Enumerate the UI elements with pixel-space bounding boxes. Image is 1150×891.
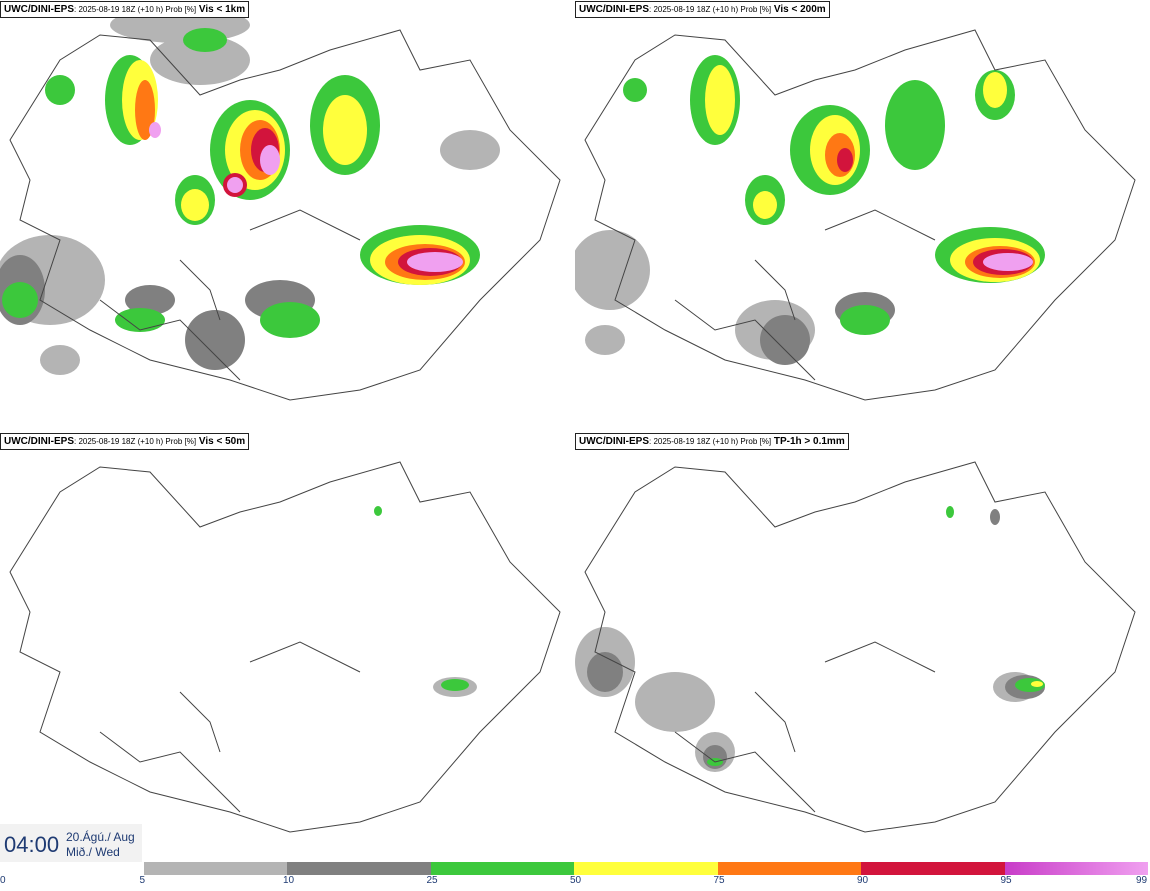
panel-title: UWC/DINI-EPS: 2025-08-19 18Z (+10 h) Pro… — [575, 433, 849, 450]
valid-date: 20.Ágú./ Aug Mið./ Wed — [66, 830, 135, 860]
model-name: UWC/DINI-EPS — [4, 4, 74, 15]
map-panel-vis-1km: UWC/DINI-EPS: 2025-08-19 18Z (+10 h) Pro… — [0, 0, 575, 430]
colorbar-tick-label: 95 — [1000, 875, 1012, 886]
run-info: : 2025-08-19 18Z (+10 h) Prob [%] — [74, 437, 197, 446]
run-info: : 2025-08-19 18Z (+10 h) Prob [%] — [74, 5, 197, 14]
valid-time: 04:00 — [4, 832, 60, 857]
probability-map-vis-200m — [575, 29, 1136, 401]
colorbar-tick-label: 75 — [713, 875, 725, 886]
map-panel-vis-200m: UWC/DINI-EPS: 2025-08-19 18Z (+10 h) Pro… — [575, 0, 1150, 430]
model-name: UWC/DINI-EPS — [4, 436, 74, 447]
probability-map-vis-1km — [0, 7, 561, 401]
threshold-label: Vis < 200m — [773, 4, 826, 15]
colorbar-segment — [287, 862, 431, 875]
colorbar-segment — [143, 862, 287, 875]
threshold-label: Vis < 1km — [198, 4, 246, 15]
panel-title: UWC/DINI-EPS: 2025-08-19 18Z (+10 h) Pro… — [0, 1, 250, 18]
run-info: : 2025-08-19 18Z (+10 h) Prob [%] — [649, 437, 772, 446]
panel-title: UWC/DINI-EPS: 2025-08-19 18Z (+10 h) Pro… — [0, 433, 250, 450]
panel-title: UWC/DINI-EPS: 2025-08-19 18Z (+10 h) Pro… — [575, 1, 830, 18]
valid-date-line2: Mið./ Wed — [66, 845, 120, 859]
colorbar-tick-label: 25 — [426, 875, 438, 886]
colorbar-tick-label: 10 — [283, 875, 295, 886]
valid-time-box: 04:00 20.Ágú./ Aug Mið./ Wed — [0, 824, 142, 864]
colorbar-tick-label: 0 — [0, 875, 6, 886]
colorbar-tick-label: 5 — [139, 875, 146, 886]
colorbar-segment — [1004, 862, 1148, 875]
probability-map-vis-50m — [9, 461, 561, 833]
colorbar-segment — [717, 862, 861, 875]
run-info: : 2025-08-19 18Z (+10 h) Prob [%] — [649, 5, 772, 14]
colorbar: 0 5 10 25 50 75 90 95 99 — [0, 862, 1150, 891]
colorbar-segment — [430, 862, 574, 875]
colorbar-segment — [574, 862, 718, 875]
threshold-label: Vis < 50m — [198, 436, 246, 447]
valid-date-line1: 20.Ágú./ Aug — [66, 830, 135, 844]
model-name: UWC/DINI-EPS — [579, 436, 649, 447]
colorbar-segment — [861, 862, 1005, 875]
map-panel-precip: UWC/DINI-EPS: 2025-08-19 18Z (+10 h) Pro… — [575, 432, 1150, 862]
colorbar-tick-label: 50 — [570, 875, 582, 886]
colorbar-tick-label: 90 — [857, 875, 869, 886]
colorbar-tick-label: 99 — [1136, 875, 1148, 886]
model-name: UWC/DINI-EPS — [579, 4, 649, 15]
map-panel-vis-50m: UWC/DINI-EPS: 2025-08-19 18Z (+10 h) Pro… — [0, 432, 575, 862]
colorbar-segment — [0, 862, 144, 875]
probability-map-precip — [575, 461, 1136, 833]
threshold-label: TP-1h > 0.1mm — [773, 436, 845, 447]
